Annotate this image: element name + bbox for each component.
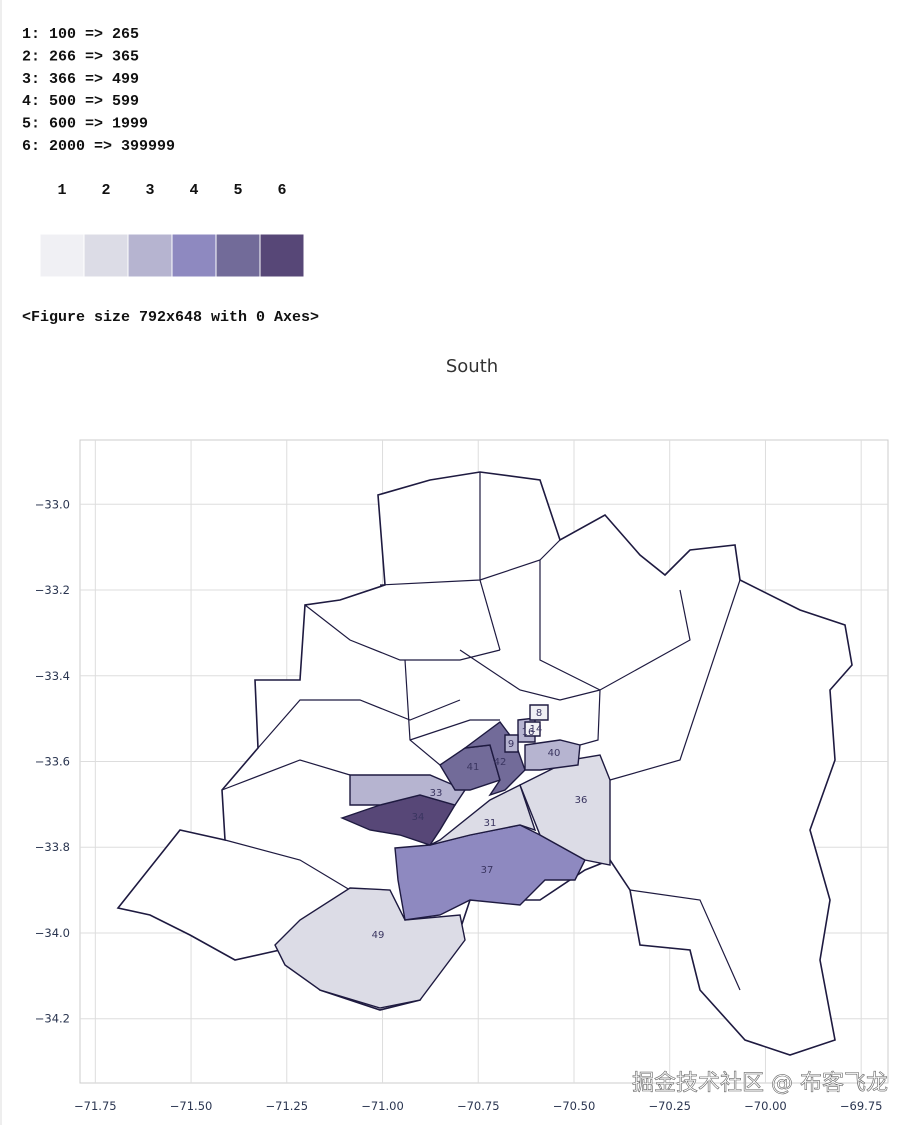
x-tick-label: −70.50: [553, 1099, 596, 1113]
district-border: [609, 579, 741, 781]
district-label: 42: [494, 757, 507, 768]
district: [519, 754, 611, 866]
district-border: [459, 649, 601, 701]
y-tick-label: −33.2: [35, 583, 70, 597]
district: [349, 774, 467, 806]
district-label: 37: [481, 865, 494, 876]
district: [504, 734, 519, 753]
y-tick-label: −33.8: [35, 840, 70, 854]
district: [529, 704, 549, 721]
x-tick-label: −71.25: [266, 1099, 309, 1113]
output-line: 3: 366 => 499: [22, 71, 139, 88]
district-border: [479, 472, 501, 651]
y-tick-label: −34.0: [35, 926, 70, 940]
district-border: [221, 759, 351, 791]
output-line: 2: 266 => 365: [22, 48, 139, 65]
district-label: 36: [575, 795, 588, 806]
y-tick-label: −33.6: [35, 755, 70, 769]
district-label: 34: [412, 812, 425, 823]
x-tick-label: −71.00: [361, 1099, 404, 1113]
district: [524, 739, 581, 771]
district-label: 8: [536, 708, 542, 719]
district-label: 16: [522, 727, 535, 738]
district-border: [379, 539, 561, 586]
x-tick-label: −70.25: [648, 1099, 691, 1113]
y-tick-label: −33.4: [35, 669, 70, 683]
x-tick-label: −70.75: [457, 1099, 500, 1113]
district: [274, 887, 466, 1009]
output-line: 5: 600 => 1999: [22, 116, 148, 133]
x-tick-label: −71.50: [170, 1099, 213, 1113]
legend-swatch: [215, 233, 261, 278]
legend-label: 1: [57, 182, 66, 199]
district-border: [257, 699, 461, 749]
district-border: [224, 839, 351, 891]
x-tick-label: −70.00: [744, 1099, 787, 1113]
watermark: 掘金技术社区 @ 布客飞龙: [632, 1071, 888, 1096]
district-label: 31: [484, 818, 497, 829]
district-border: [409, 719, 500, 741]
legend-label: 6: [277, 182, 286, 199]
legend-label: 2: [101, 182, 110, 199]
output-line: 6: 2000 => 399999: [22, 138, 175, 155]
district-label: 33: [430, 788, 443, 799]
legend-swatch: [39, 233, 85, 278]
legend-label: 5: [233, 182, 242, 199]
district-label: 9: [508, 739, 514, 750]
output-line: 1: 100 => 265: [22, 26, 139, 43]
legend-swatch: [259, 233, 305, 278]
district-border: [304, 604, 501, 661]
legend-swatch: [127, 233, 173, 278]
map-title: South: [446, 356, 498, 377]
district-label: 49: [372, 930, 385, 941]
district: [524, 721, 541, 737]
district-border: [579, 689, 601, 746]
district-label: 40: [548, 748, 561, 759]
output-line: 4: 500 => 599: [22, 93, 139, 110]
legend-label: 4: [189, 182, 198, 199]
x-tick-label: −69.75: [840, 1099, 883, 1113]
district-label: 14: [530, 724, 543, 735]
figure-repr: <Figure size 792x648 with 0 Axes>: [22, 309, 319, 326]
x-tick-label: −71.75: [74, 1099, 117, 1113]
district-label: 41: [467, 762, 480, 773]
y-tick-label: −34.2: [35, 1012, 70, 1026]
legend-swatch: [171, 233, 217, 278]
legend-swatch: [83, 233, 129, 278]
legend-label: 3: [145, 182, 154, 199]
district-border: [629, 889, 741, 991]
y-tick-label: −33.0: [35, 497, 70, 511]
district: [429, 784, 537, 846]
